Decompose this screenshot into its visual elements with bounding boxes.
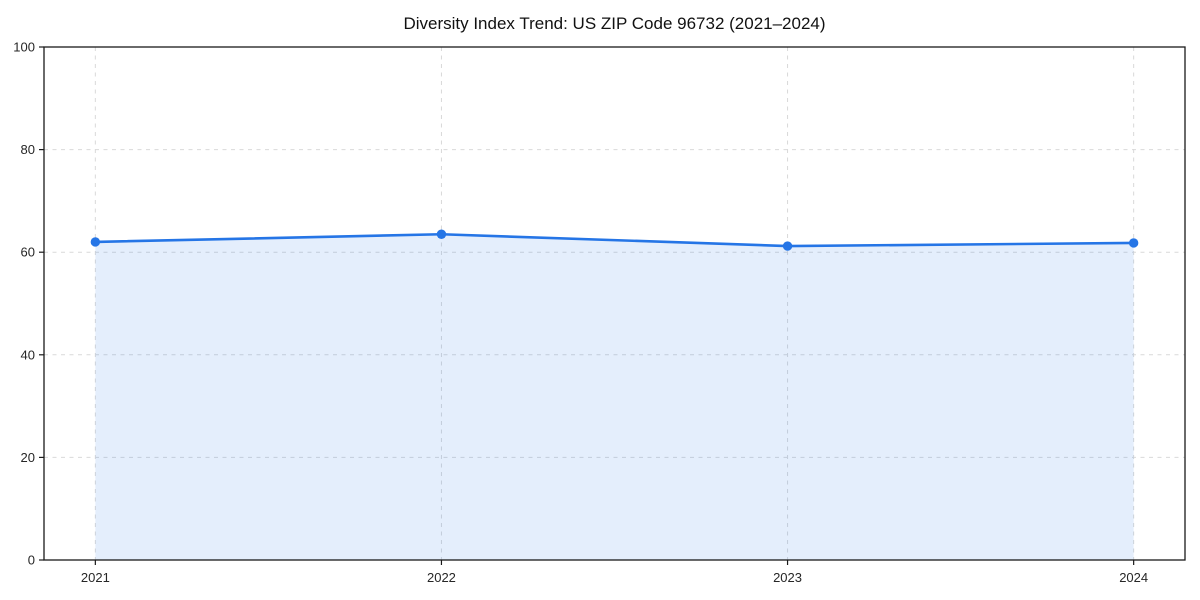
data-point xyxy=(90,237,101,247)
x-tick-label: 2022 xyxy=(427,570,456,585)
y-tick-label: 100 xyxy=(13,40,35,55)
x-axis-labels: 2021 2022 2023 2024 xyxy=(81,570,1148,585)
plot-border xyxy=(43,46,1186,561)
x-tick-label: 2024 xyxy=(1119,570,1148,585)
x-tick-label: 2023 xyxy=(773,570,802,585)
y-tick-label: 80 xyxy=(21,142,35,157)
axes xyxy=(39,46,1186,565)
y-axis-labels: 0 20 40 60 80 100 xyxy=(13,40,35,568)
y-tick-label: 60 xyxy=(21,245,35,260)
trend-line-path xyxy=(94,232,1135,248)
data-point xyxy=(782,241,793,251)
data-point xyxy=(1128,238,1139,248)
area-fill-shape xyxy=(95,234,1134,560)
area-fill xyxy=(95,234,1134,560)
data-points xyxy=(90,229,1139,251)
y-tick-label: 20 xyxy=(21,450,35,465)
y-tick-label: 40 xyxy=(21,347,35,362)
y-tick-label: 0 xyxy=(28,553,35,568)
x-tick-label: 2021 xyxy=(81,570,110,585)
chart-title: Diversity Index Trend: US ZIP Code 96732… xyxy=(403,14,825,33)
data-point xyxy=(436,229,447,239)
trend-line xyxy=(94,232,1135,248)
